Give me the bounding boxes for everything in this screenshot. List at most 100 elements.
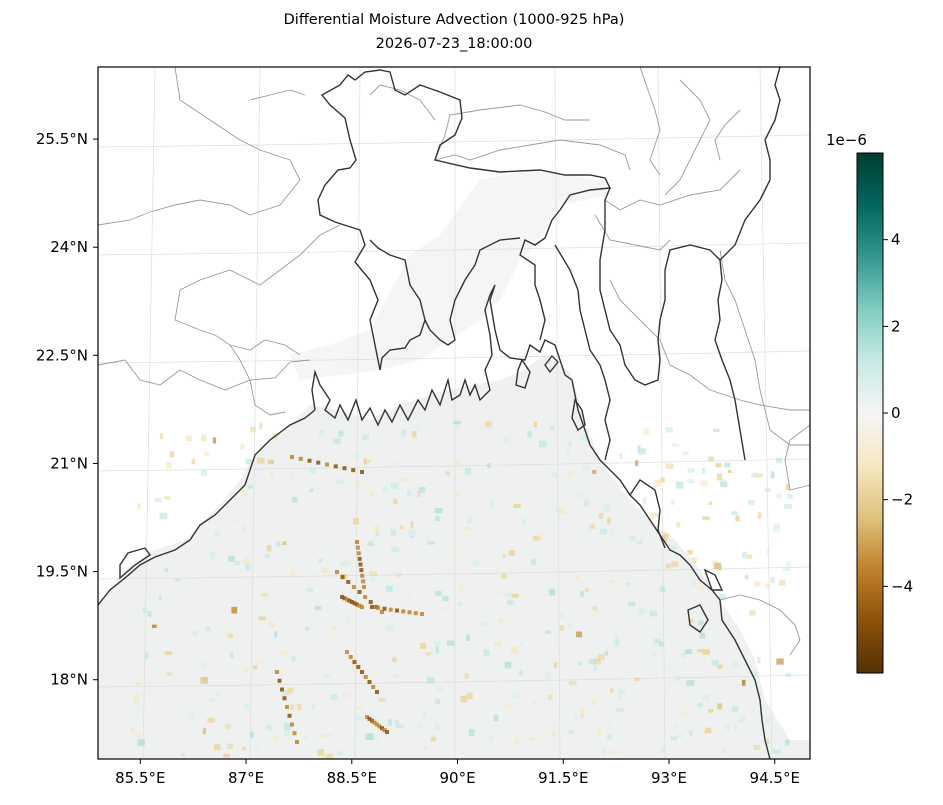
anomaly-cell — [745, 575, 749, 580]
anomaly-cell — [280, 650, 288, 655]
anomaly-cell — [392, 462, 398, 466]
anomaly-cell — [663, 692, 669, 697]
anomaly-cell — [368, 600, 373, 604]
anomaly-cell — [618, 693, 623, 700]
anomaly-cell — [282, 696, 287, 701]
anomaly-cell — [591, 699, 595, 706]
anomaly-cell — [782, 566, 791, 572]
anomaly-cell — [154, 497, 163, 503]
advection-anomalies — [130, 420, 793, 759]
anomaly-cell — [583, 499, 589, 507]
anomaly-cell — [453, 424, 461, 430]
anomaly-cell — [274, 631, 278, 638]
anomaly-cell — [276, 541, 281, 547]
anomaly-cell — [686, 680, 695, 686]
anomaly-cell — [610, 750, 618, 754]
anomaly-cell — [438, 686, 443, 691]
anomaly-cell — [335, 570, 339, 574]
anomaly-cell — [487, 463, 491, 469]
anomaly-cell — [724, 724, 730, 730]
gridlines — [98, 67, 810, 759]
anomaly-cell — [738, 716, 746, 723]
anomaly-cell — [380, 610, 384, 614]
anomaly-cell — [166, 672, 172, 676]
anomaly-cell — [576, 631, 583, 638]
anomaly-cell — [654, 513, 659, 518]
anomaly-cell — [708, 501, 713, 505]
anomaly-cell — [375, 690, 379, 694]
anomaly-cell — [531, 558, 537, 565]
anomaly-cell — [152, 624, 157, 628]
anomaly-cell — [285, 705, 289, 709]
anomaly-cell — [292, 731, 297, 736]
anomaly-cell — [352, 660, 357, 664]
anomaly-cell — [765, 548, 770, 556]
colorbar-tick-label: 4 — [891, 231, 901, 249]
anomaly-cell — [593, 658, 601, 665]
anomaly-cell — [215, 690, 221, 697]
anomaly-cell — [319, 429, 324, 436]
y-axis: 25.5°N 24°N 22.5°N 21°N 19.5°N 18°N — [36, 130, 98, 689]
anomaly-cell — [343, 692, 350, 698]
anomaly-cell — [132, 701, 140, 705]
anomaly-cell — [522, 518, 527, 526]
anomaly-cell — [776, 494, 782, 498]
y-tick-label: 18°N — [50, 671, 88, 689]
anomaly-cell — [770, 576, 775, 584]
anomaly-cell — [318, 558, 323, 563]
anomaly-cell — [247, 485, 253, 489]
anomaly-cell — [628, 601, 636, 606]
anomaly-cell — [490, 500, 495, 507]
anomaly-cell — [391, 546, 400, 553]
anomaly-cell — [267, 459, 274, 465]
anomaly-cell — [225, 631, 229, 638]
anomaly-cell — [607, 734, 613, 740]
anomaly-cell — [445, 471, 450, 476]
anomaly-cell — [731, 511, 738, 515]
anomaly-cell — [593, 665, 597, 672]
anomaly-cell — [774, 523, 781, 529]
anomaly-cell — [692, 579, 696, 587]
anomaly-cell — [425, 652, 432, 656]
anomaly-cell — [169, 451, 175, 458]
anomaly-cell — [662, 532, 669, 539]
anomaly-cell — [137, 739, 145, 746]
anomaly-cell — [337, 751, 344, 755]
anomaly-cell — [590, 523, 596, 529]
anomaly-cell — [351, 468, 356, 473]
y-tick-label: 22.5°N — [36, 346, 88, 364]
anomaly-cell — [553, 662, 558, 668]
anomaly-cell — [181, 753, 185, 757]
anomaly-cell — [355, 540, 359, 544]
anomaly-cell — [689, 730, 693, 736]
anomaly-cell — [711, 660, 719, 666]
anomaly-cell — [519, 642, 524, 646]
y-tick-label: 25.5°N — [36, 130, 88, 148]
anomaly-cell — [232, 518, 237, 523]
anomaly-cell — [468, 729, 475, 736]
anomaly-cell — [333, 464, 338, 469]
anomaly-cell — [687, 468, 695, 473]
anomaly-cell — [547, 694, 553, 700]
anomaly-cell — [659, 586, 666, 592]
anomaly-cell — [742, 552, 748, 559]
anomaly-cell — [505, 592, 513, 597]
anomaly-cell — [201, 662, 208, 670]
anomaly-cell — [610, 579, 615, 583]
anomaly-cell — [345, 597, 349, 602]
anomaly-cell — [504, 661, 512, 669]
anomaly-cell — [493, 714, 499, 722]
anomaly-cell — [776, 658, 784, 665]
anomaly-cell — [363, 675, 368, 679]
anomaly-cell — [722, 478, 726, 486]
anomaly-cell — [717, 703, 723, 710]
anomaly-cell — [346, 580, 351, 584]
anomaly-cell — [257, 457, 265, 464]
anomaly-cell — [382, 606, 387, 611]
anomaly-cell — [309, 488, 314, 493]
anomaly-cell — [501, 574, 507, 579]
anomaly-cell — [291, 475, 295, 480]
anomaly-cell — [214, 744, 221, 751]
anomaly-cell — [390, 529, 397, 537]
anomaly-cell — [352, 517, 359, 525]
